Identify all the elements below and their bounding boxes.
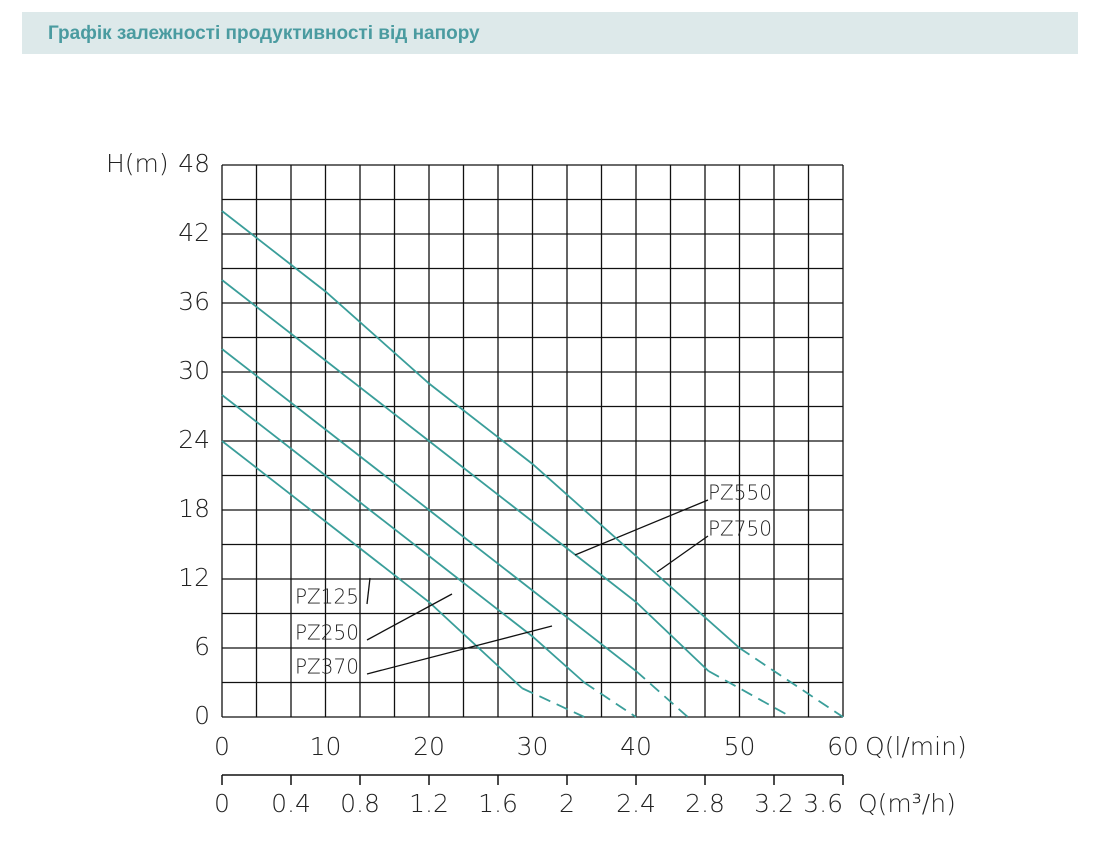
series-label: PZ250 bbox=[295, 621, 359, 645]
x-tick-label: 50 bbox=[724, 732, 756, 761]
curve bbox=[221, 279, 710, 672]
x2-tick-label: 3.6 bbox=[803, 789, 843, 818]
x2-tick-label: 2.8 bbox=[685, 789, 725, 818]
x2-tick-label: 1.6 bbox=[478, 789, 518, 818]
y-tick-label: 12 bbox=[178, 563, 210, 592]
curve-dashed-end bbox=[521, 687, 585, 718]
x-tick-label: 30 bbox=[517, 732, 549, 761]
x-tick-label: 40 bbox=[620, 732, 652, 761]
y-tick-label: 36 bbox=[178, 287, 210, 316]
leader-line bbox=[366, 625, 553, 675]
x-tick-label: 10 bbox=[310, 732, 342, 761]
curve bbox=[221, 440, 523, 689]
x-tick-label: 20 bbox=[413, 732, 445, 761]
y-tick-label: 48 bbox=[178, 149, 210, 178]
leader-line bbox=[656, 535, 709, 573]
curve-dashed-end bbox=[739, 647, 844, 718]
y-axis-label: H(m) bbox=[106, 149, 169, 178]
curve bbox=[221, 210, 741, 649]
header-banner bbox=[22, 12, 1078, 54]
y-tick-label: 42 bbox=[178, 218, 210, 247]
x2-tick-label: 2.4 bbox=[616, 789, 656, 818]
x2-tick-label: 0.8 bbox=[340, 789, 380, 818]
curve-dashed-end bbox=[708, 670, 792, 718]
x2-axis-label: Q(m³/h) bbox=[858, 789, 956, 818]
x2-tick-label: 0.4 bbox=[271, 789, 311, 818]
leader-line bbox=[366, 577, 371, 605]
x-axis-label: Q(l/min) bbox=[865, 732, 967, 761]
leader-line bbox=[366, 593, 453, 641]
y-tick-label: 0 bbox=[194, 701, 210, 730]
series-label: PZ125 bbox=[295, 585, 359, 609]
y-tick-label: 24 bbox=[178, 425, 210, 454]
y-tick-label: 30 bbox=[178, 356, 210, 385]
x2-tick-label: 2 bbox=[559, 789, 575, 818]
series-label: PZ370 bbox=[295, 655, 359, 679]
leader-line bbox=[574, 499, 709, 556]
curve-dashed-end bbox=[635, 670, 689, 718]
y-tick-label: 6 bbox=[194, 632, 210, 661]
series-label: PZ550 bbox=[708, 481, 772, 505]
y-tick-label: 18 bbox=[178, 494, 210, 523]
curve bbox=[221, 348, 637, 672]
x-tick-label: 0 bbox=[214, 732, 230, 761]
x2-tick-label: 1.2 bbox=[409, 789, 449, 818]
curve-dashed-end bbox=[583, 681, 637, 718]
x2-tick-label: 3.2 bbox=[754, 789, 794, 818]
page-title: Графік залежності продуктивності від нап… bbox=[48, 23, 480, 44]
x-tick-label: 60 bbox=[827, 732, 859, 761]
curve bbox=[221, 394, 585, 684]
series-label: PZ750 bbox=[708, 517, 772, 541]
x2-tick-label: 0 bbox=[214, 789, 230, 818]
